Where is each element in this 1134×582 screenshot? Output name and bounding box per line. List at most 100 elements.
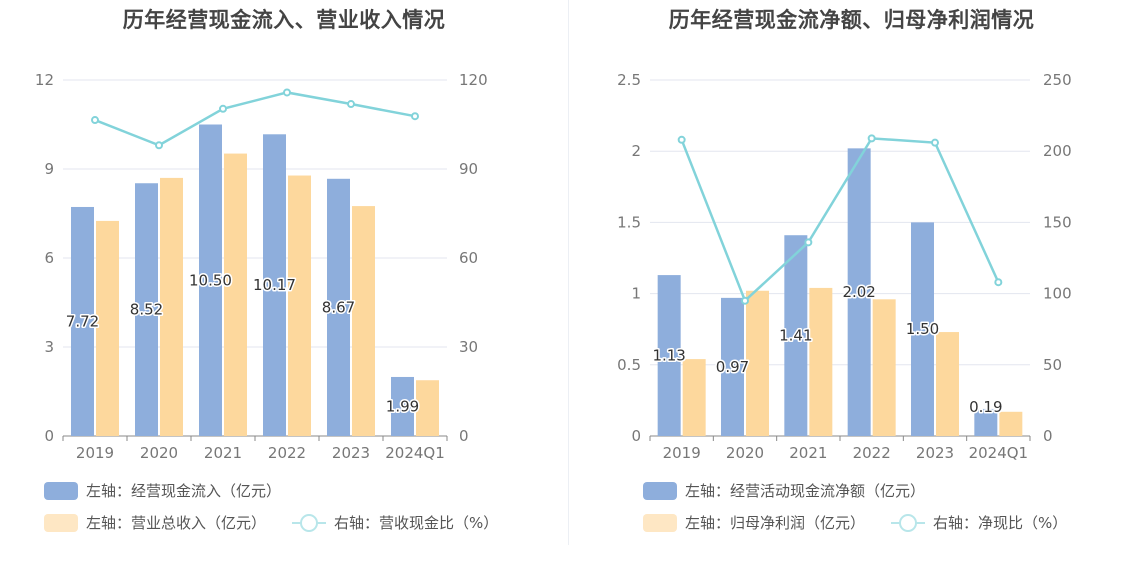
left-axis-tick-label: 2 [631,142,641,160]
bar-series-2[interactable] [746,290,769,436]
legend-label: 左轴：归母净利润（亿元） [685,514,866,532]
bar-data-label: 10.50 [189,271,232,289]
chart-title: 历年经营现金流入、营业收入情况 [122,8,446,32]
bar-series-1[interactable] [721,297,744,436]
bar-data-label: 1.99 [386,397,419,415]
left-axis-tick-label: 12 [35,71,54,89]
line-point[interactable] [283,88,291,97]
right-axis-tick-label: 120 [459,71,488,89]
line-point[interactable] [347,100,355,109]
legend-item-ratio[interactable]: 右轴：营收现金比（%） [292,512,498,533]
bar-series-2[interactable] [160,177,183,436]
left-axis-tick-label: 1.5 [617,213,641,231]
x-axis-tick-label: 2024Q1 [385,444,445,462]
left-axis-tick-label: 9 [44,160,54,178]
line-point[interactable] [741,296,749,305]
bar-data-label: 8.67 [322,298,355,316]
legend-item-net-ratio[interactable]: 右轴：净现比（%） [891,512,1067,533]
line-point[interactable] [931,138,939,147]
line-point[interactable] [804,238,813,247]
bar-series-1[interactable] [974,408,998,436]
x-axis-tick-label: 2024Q1 [969,444,1029,462]
right-axis-tick-label: 200 [1043,142,1072,160]
bar-series-2[interactable] [872,299,896,436]
legend-label: 右轴：营收现金比（%） [334,514,499,532]
x-axis-tick-label: 2021 [204,444,242,462]
right-axis-tick-label: 150 [1043,213,1072,231]
bar-data-label: 1.41 [779,327,812,345]
legend-swatch [292,513,326,532]
x-axis-tick-label: 2020 [726,444,764,462]
bar-series-1[interactable] [71,206,94,436]
chart-panel-cash-inflow: 历年经营现金流入、营业收入情况 0 0 3 30 6 60 9 90 12 120 2019 2020… [35,8,498,533]
legend-item-revenue[interactable]: 左轴：营业总收入（亿元） [44,512,266,533]
bar-series-2[interactable] [809,287,833,436]
right-axis-tick-label: 250 [1043,71,1072,89]
chart-plot: 0 0 3 30 6 60 9 90 12 120 2019 2020 2021 2022 2023 2024… [35,71,488,462]
bar-series-2[interactable] [224,153,247,436]
line-point[interactable] [867,134,876,143]
chart-title: 历年经营现金流净额、归母净利润情况 [668,8,1035,32]
line-series [94,91,416,147]
legend-label: 左轴：经营现金流入（亿元） [86,482,282,500]
bar-data-label: 2.02 [842,283,875,301]
bar-series-1[interactable] [657,275,681,436]
bar-series-1[interactable] [135,183,158,436]
bar-data-label: 1.13 [652,347,685,365]
legend-label: 右轴：净现比（%） [933,514,1068,532]
bar-series-2[interactable] [288,175,311,436]
x-axis-tick-label: 2019 [663,444,701,462]
line-point[interactable] [155,141,163,150]
x-axis-tick-label: 2023 [332,444,370,462]
left-axis-tick-label: 6 [44,249,54,267]
legend-swatch [643,513,677,532]
bar-series-1[interactable] [847,148,871,437]
bar-series-2[interactable] [96,220,119,436]
bar-series-2[interactable] [416,380,439,436]
bar-series-2[interactable] [936,332,959,436]
left-axis-tick-label: 3 [44,338,54,356]
left-axis-tick-label: 0 [631,427,641,445]
panel-divider [568,0,569,545]
bar-series-1[interactable] [199,124,222,437]
right-axis-tick-label: 0 [1043,427,1053,445]
bar-series-2[interactable] [999,411,1023,436]
line-point[interactable] [677,135,686,144]
x-axis-tick-label: 2020 [140,444,178,462]
x-axis-tick-label: 2019 [76,444,114,462]
legend-swatch [643,481,677,500]
bar-series-1[interactable] [263,134,286,437]
line-point[interactable] [994,278,1003,287]
bar-series-1[interactable] [784,235,808,436]
bar-series-2[interactable] [352,206,375,436]
legend-item-net-profit[interactable]: 左轴：归母净利润（亿元） [643,512,865,533]
line-point[interactable] [219,104,227,113]
left-axis-tick-label: 0.5 [617,356,641,374]
bar-data-label: 10.17 [253,276,296,294]
line-point[interactable] [91,116,99,125]
legend-label: 左轴：营业总收入（亿元） [86,514,267,532]
right-axis-tick-label: 30 [459,338,478,356]
right-axis-tick-label: 50 [1043,356,1062,374]
bar-series-1[interactable] [327,178,350,437]
bar-series-1[interactable] [391,376,414,436]
bar-series-1[interactable] [911,222,934,436]
legend-swatch [44,513,78,532]
x-axis-tick-label: 2022 [268,444,306,462]
chart-panel-net-cash: 历年经营现金流净额、归母净利润情况 0 0 0.5 50 1 100 1.5 150 2 200 2… [569,0,1134,582]
legend-swatch [44,481,78,500]
legend-swatch [891,513,925,532]
line-series [680,137,1000,303]
bar-data-label: 0.19 [969,398,1002,416]
chart-plot: 0 0 0.5 50 1 100 1.5 150 2 200 2.5 250 2019 2020 2021 2… [617,71,1072,462]
bar-series-2[interactable] [682,359,706,436]
legend-item-inflow[interactable]: 左轴：经营现金流入（亿元） [44,480,281,501]
line-point[interactable] [411,112,419,121]
x-axis-tick-label: 2023 [916,444,954,462]
left-axis-tick-label: 0 [44,427,54,445]
right-axis-tick-label: 90 [459,160,478,178]
legend-item-net-cash[interactable]: 左轴：经营活动现金流净额（亿元） [643,480,925,501]
bar-data-label: 1.50 [906,320,939,338]
x-axis-tick-label: 2022 [853,444,891,462]
bar-data-label: 8.52 [130,301,163,319]
